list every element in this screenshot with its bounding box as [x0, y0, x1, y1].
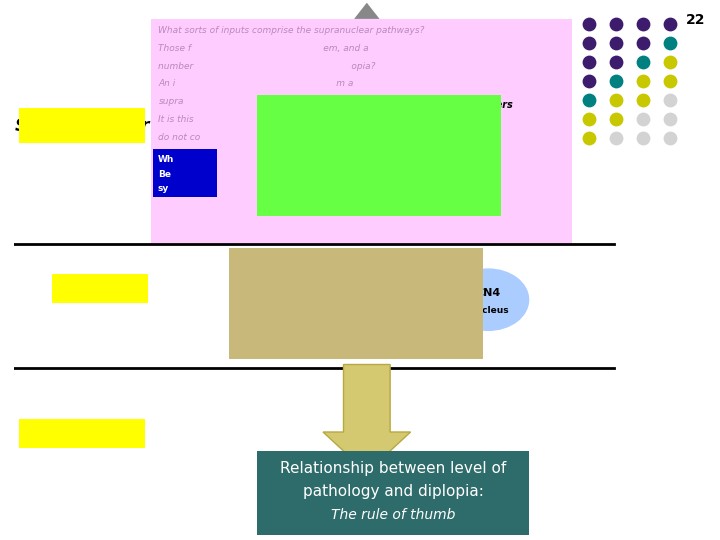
Text: --Convergence spasm: --Convergence spasm: [235, 337, 333, 346]
FancyBboxPatch shape: [229, 248, 483, 359]
FancyBboxPatch shape: [53, 274, 148, 303]
Text: What are some of the supranuclear disorders: What are some of the supranuclear disord…: [263, 100, 513, 110]
Text: --Skew deviation: --Skew deviation: [235, 284, 310, 293]
Point: [664, 96, 675, 104]
Text: Wh: Wh: [158, 155, 174, 164]
Text: CN4: CN4: [476, 288, 501, 298]
Point: [584, 96, 595, 104]
Point: [664, 20, 675, 29]
Text: supra: supra: [158, 97, 184, 106]
FancyBboxPatch shape: [19, 108, 145, 143]
Text: sy: sy: [158, 184, 169, 193]
Text: Those f                                              em, and a: Those f em, and a: [158, 44, 369, 53]
Text: Infranuclear: Infranuclear: [32, 424, 132, 442]
Point: [664, 114, 675, 123]
Text: Nuc: Nuc: [279, 307, 300, 316]
Polygon shape: [323, 364, 410, 472]
Point: [637, 77, 649, 85]
Text: that present typically, ie, without diplopia?: that present typically, ie, without dipl…: [263, 116, 501, 126]
FancyBboxPatch shape: [19, 418, 145, 448]
Text: --Saccadic disorders: --Saccadic disorders: [263, 187, 374, 198]
Point: [664, 77, 675, 85]
Text: number                                                       opia?: number opia?: [158, 62, 376, 71]
Point: [637, 20, 649, 29]
Text: It is this                                          ear pts: It is this ear pts: [158, 115, 346, 124]
Text: Be: Be: [158, 170, 171, 179]
Text: --Gaze palsies, eg, Parinaud syndrome: --Gaze palsies, eg, Parinaud syndrome: [263, 132, 474, 143]
FancyBboxPatch shape: [257, 94, 501, 216]
Text: pathology and diplopia:: pathology and diplopia:: [303, 484, 484, 500]
Point: [584, 77, 595, 85]
Point: [584, 133, 595, 142]
Point: [664, 39, 675, 48]
FancyBboxPatch shape: [151, 19, 572, 243]
Point: [637, 39, 649, 48]
FancyBboxPatch shape: [153, 148, 217, 197]
Point: [664, 58, 675, 66]
Text: Nucleus: Nucleus: [468, 306, 508, 315]
Text: An i                                                        m a: An i m a: [158, 79, 354, 89]
Text: The rule of thumb: The rule of thumb: [331, 508, 456, 522]
Text: 22: 22: [686, 14, 706, 28]
Polygon shape: [354, 3, 379, 19]
Text: --Divergence insufficiency: --Divergence insufficiency: [235, 301, 352, 310]
Point: [637, 133, 649, 142]
Point: [584, 20, 595, 29]
Text: in which pts c/o diplopia?: in which pts c/o diplopia?: [235, 269, 349, 278]
Text: Nuclear: Nuclear: [68, 280, 132, 298]
Point: [611, 20, 622, 29]
Point: [664, 133, 675, 142]
Text: --Convergence insufficiency: --Convergence insufficiency: [235, 319, 360, 328]
Text: (Almost)
all of
these pts
will c/o
diplopia: (Almost) all of these pts will c/o diplo…: [432, 276, 474, 327]
Point: [584, 39, 595, 48]
Point: [611, 133, 622, 142]
Circle shape: [447, 268, 529, 331]
Point: [584, 114, 595, 123]
Point: [611, 58, 622, 66]
Text: C: C: [285, 288, 293, 298]
Point: [637, 114, 649, 123]
Text: What sorts of inputs comprise the supranuclear pathways?: What sorts of inputs comprise the supran…: [158, 26, 425, 35]
Point: [611, 114, 622, 123]
Text: Relationship between level of: Relationship between level of: [280, 461, 506, 476]
Point: [611, 39, 622, 48]
Text: do not co: do not co: [158, 133, 201, 142]
FancyBboxPatch shape: [257, 451, 529, 535]
Circle shape: [248, 268, 330, 331]
Text: opia?: opia?: [412, 156, 439, 165]
FancyBboxPatch shape: [408, 151, 472, 186]
Point: [611, 77, 622, 85]
Point: [611, 96, 622, 104]
Text: What are the four supranuclear disorders: What are the four supranuclear disorders: [235, 254, 422, 263]
Point: [637, 96, 649, 104]
Text: --Congenital ocular motor apraxia (COMA): --Congenital ocular motor apraxia (COMA): [263, 151, 494, 161]
Text: Supranuclear: Supranuclear: [14, 117, 150, 134]
Point: [637, 58, 649, 66]
Point: [584, 58, 595, 66]
Text: --Progressive supranuclear palsy (PSP): --Progressive supranuclear palsy (PSP): [263, 169, 477, 179]
